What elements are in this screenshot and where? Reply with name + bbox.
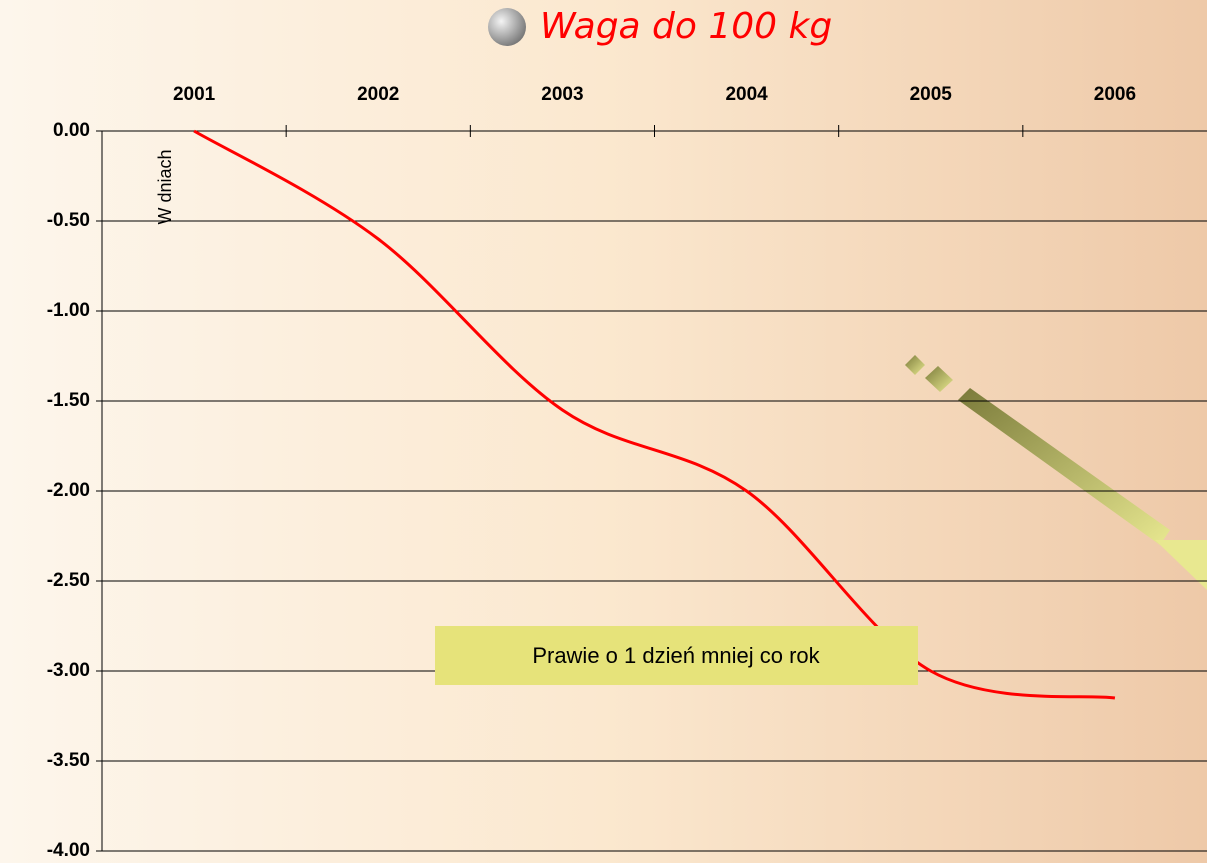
y-axis-label: W dniach	[155, 149, 175, 224]
y-tick-label: -0.50	[47, 210, 90, 231]
y-tick-label: -2.00	[47, 480, 90, 501]
y-tick-label: -1.00	[47, 300, 90, 321]
x-tick-label: 2006	[1094, 84, 1136, 105]
y-tick-label: -3.00	[47, 660, 90, 681]
y-tick-label: 0.00	[53, 120, 90, 141]
y-tick-label: -4.00	[47, 840, 90, 861]
x-tick-label: 2004	[725, 84, 768, 105]
x-tick-label: 2003	[541, 84, 583, 105]
x-tick-label: 2002	[357, 84, 399, 105]
x-tick-label: 2005	[910, 84, 953, 105]
title-icon	[488, 8, 526, 46]
x-tick-label: 2001	[173, 84, 216, 105]
data-line	[193, 129, 1116, 700]
y-tick-label: -1.50	[47, 390, 90, 411]
y-tick-label: -3.50	[47, 750, 90, 771]
arrow-decoration	[905, 355, 1207, 590]
chart-title: Waga do 100 kg	[540, 6, 832, 47]
annotation-box	[435, 626, 918, 685]
y-tick-label: -2.50	[47, 570, 90, 591]
annotation: Prawie o 1 dzień mniej co rok	[532, 643, 820, 668]
